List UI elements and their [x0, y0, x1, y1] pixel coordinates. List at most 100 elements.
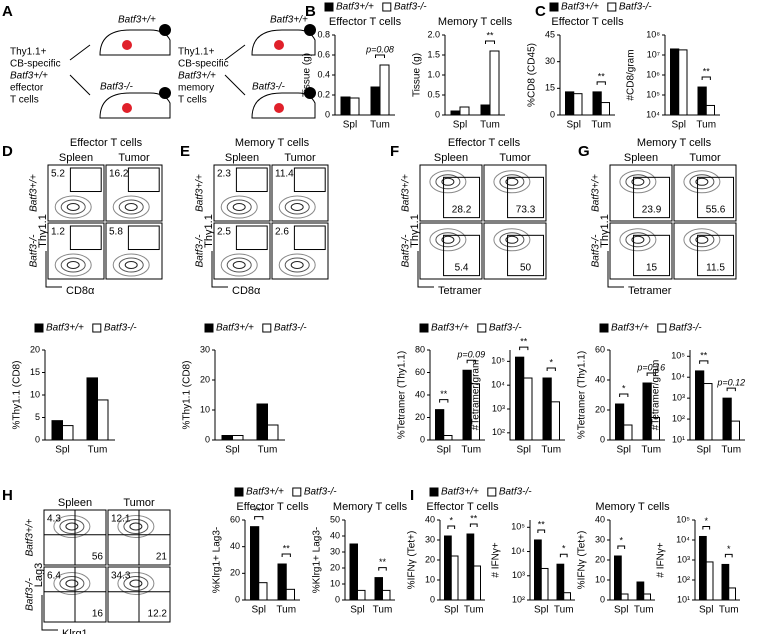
- panel-label: I: [410, 487, 414, 504]
- x-tick-label: Spl: [672, 120, 686, 131]
- quadrant: [44, 567, 106, 622]
- y-tick-label: 40: [330, 530, 340, 540]
- contour: [124, 261, 138, 269]
- chart-title: Effector T cells: [329, 16, 402, 28]
- quadrant: [44, 510, 106, 565]
- gate: [507, 176, 545, 219]
- bar: [258, 582, 268, 601]
- bar: [435, 409, 445, 441]
- row-label: Batf3-/-: [29, 234, 40, 267]
- gate: [633, 234, 671, 277]
- bar: [250, 526, 260, 601]
- bar: [636, 581, 645, 601]
- y-axis-label: # IFNγ+: [491, 542, 502, 577]
- significance-bracket: [469, 523, 478, 527]
- column-label: Spleen: [58, 497, 92, 509]
- significance-bracket: [519, 346, 529, 351]
- x-tick-label: Tum: [258, 445, 278, 456]
- column-label: Spleen: [624, 152, 658, 164]
- y-axis-label: %Klrg1+ Lag3-: [312, 527, 323, 593]
- contour: [54, 195, 92, 219]
- gate-value: 5.2: [51, 169, 65, 180]
- x-tick-label: Tum: [721, 445, 741, 456]
- contour: [429, 170, 467, 194]
- significance: *: [449, 515, 453, 525]
- bar: [349, 543, 358, 601]
- y-axis-label: Thy1.1: [37, 214, 49, 248]
- x-tick-label: Spl: [617, 445, 631, 456]
- y-tick-label: 20: [330, 562, 340, 572]
- panel-a-text: Thy1.1+: [178, 47, 215, 58]
- y-tick-label: 0.6: [317, 49, 330, 59]
- quadrant: [108, 567, 170, 622]
- y-tick-label: 20: [200, 374, 210, 384]
- y-tick-label: 0.5: [427, 89, 440, 99]
- x-tick-label: Tum: [641, 445, 661, 456]
- panel-label: C: [535, 3, 546, 20]
- gate-value: 1.2: [51, 227, 65, 238]
- y-tick-label: 40: [230, 541, 240, 551]
- chart-title: Memory T cells: [333, 501, 408, 513]
- y-axis-label: #Tetramer/gram: [471, 360, 482, 431]
- panel-label: B: [305, 3, 316, 20]
- significance-bracket: [546, 367, 556, 372]
- gate-value: 2.6: [275, 227, 289, 238]
- gate-value: 5.8: [109, 227, 123, 238]
- bar: [357, 589, 366, 601]
- panel-a-text: Batf3+/+: [10, 71, 48, 82]
- contour: [232, 203, 246, 211]
- y-tick-label: 10⁴: [671, 372, 685, 382]
- arrow: [69, 44, 91, 96]
- x-tick-label: Spl: [567, 120, 581, 131]
- bar: [705, 561, 714, 601]
- y-tick-label: 0: [335, 594, 340, 604]
- y-tick-label: 1.0: [427, 69, 440, 79]
- significance-bracket: [726, 387, 736, 392]
- axis-arrow: [417, 251, 434, 288]
- contour: [226, 199, 252, 215]
- y-tick-label: 0: [600, 594, 605, 604]
- x-tick-label: Tum: [541, 445, 561, 456]
- gate-value: 5.4: [455, 262, 469, 273]
- panel-label: D: [2, 143, 13, 160]
- mouse: [99, 24, 171, 56]
- significance-bracket: [537, 529, 546, 533]
- bar: [515, 356, 525, 441]
- contour: [226, 257, 252, 273]
- contour: [53, 515, 91, 538]
- legend-label: Batf3-/-: [104, 323, 137, 334]
- x-tick-label: Spl: [437, 445, 451, 456]
- y-tick-label: 10⁵: [671, 351, 685, 361]
- axis-arrow: [45, 251, 62, 288]
- significance: *: [704, 516, 708, 526]
- significance-bracket: [699, 360, 709, 364]
- significance-bracket: [619, 393, 629, 397]
- y-tick-label: 10⁵: [511, 522, 525, 532]
- y-tick-label: 0: [430, 594, 435, 604]
- flow-title: Memory T cells: [235, 137, 310, 149]
- y-axis-label: %Thy1.1 (CD8): [12, 361, 23, 430]
- significance: *: [619, 535, 623, 545]
- x-axis-label: Klrg1: [62, 628, 88, 634]
- bar: [670, 48, 680, 116]
- bar: [480, 104, 491, 116]
- contour: [232, 261, 246, 269]
- y-tick-label: 20: [30, 344, 40, 354]
- x-tick-label: Tum: [88, 445, 108, 456]
- y-tick-label: 10: [595, 574, 605, 584]
- y-tick-label: 0: [420, 434, 425, 444]
- row-label: Batf3-/-: [591, 234, 602, 267]
- gate-value: 23.9: [642, 204, 662, 215]
- gate-value: 55.6: [706, 204, 726, 215]
- legend-label: Batf3-/-: [499, 487, 532, 498]
- significance-bracket: [596, 81, 606, 85]
- gate-value: 16: [92, 609, 104, 620]
- panel-label: H: [2, 487, 13, 504]
- flow-title: Effector T cells: [70, 137, 143, 149]
- contour: [129, 579, 143, 588]
- y-tick-label: 10²: [672, 413, 685, 423]
- significance-bracket: [466, 359, 476, 364]
- legend-label: Batf3+/+: [441, 487, 479, 498]
- column-label: Spleen: [59, 152, 93, 164]
- flow-title: Effector T cells: [448, 137, 521, 149]
